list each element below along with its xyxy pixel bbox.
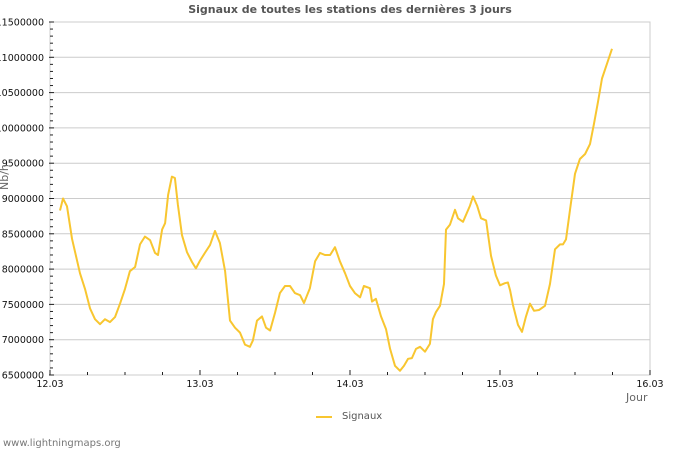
y-tick-label: 11000000: [0, 53, 44, 64]
y-tick-label: 10000000: [0, 123, 44, 134]
y-tick-label: 10500000: [0, 88, 44, 99]
x-tick-label: 16.03: [636, 379, 663, 390]
y-axis: 6500000 7000000 7500000 8000000 8500000 90000…: [0, 18, 54, 382]
x-tick-label: 13.03: [186, 379, 213, 390]
legend-label: Signaux: [342, 411, 383, 422]
y-tick-label: 11500000: [0, 18, 44, 29]
y-axis-label: Nb/h: [0, 164, 11, 190]
gridlines: [50, 56, 650, 341]
series-line-signaux: [59, 48, 613, 372]
x-tick-label: 14.03: [336, 379, 363, 390]
legend-swatch-icon: [316, 415, 332, 418]
y-tick-label: 6500000: [2, 371, 44, 382]
x-tick-label: 12.03: [36, 379, 63, 390]
x-axis-label: Jour: [626, 391, 648, 404]
x-axis: 12.03 13.03 14.03 15.03 16.03: [36, 370, 664, 390]
y-tick-label: 7500000: [2, 300, 44, 311]
y-tick-label: 9000000: [2, 194, 44, 205]
y-tick-label: 9500000: [2, 159, 44, 170]
footer-attribution: www.lightningmaps.org: [3, 438, 121, 449]
y-tick-label: 8000000: [2, 265, 44, 276]
y-tick-label: 7000000: [2, 335, 44, 346]
legend: Signaux: [316, 411, 382, 422]
y-tick-label: 8500000: [2, 229, 44, 240]
x-tick-label: 15.03: [486, 379, 513, 390]
chart-title: Signaux de toutes les stations des derni…: [188, 3, 512, 16]
